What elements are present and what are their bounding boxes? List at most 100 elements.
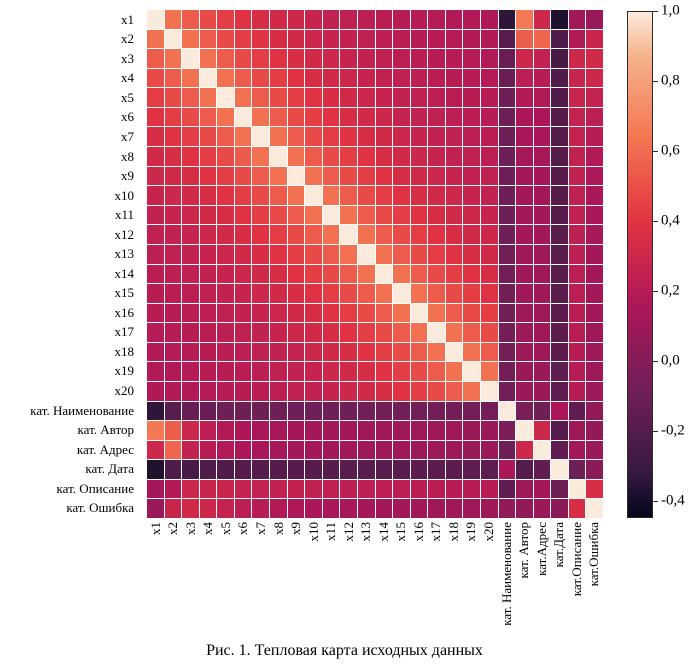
heatmap-cell xyxy=(463,10,480,29)
heatmap-cell xyxy=(305,421,322,440)
heatmap-cell xyxy=(410,440,428,460)
heatmap-cell xyxy=(357,205,375,225)
heatmap-cell xyxy=(516,342,533,362)
heatmap-cell xyxy=(480,244,498,264)
heatmap-cell xyxy=(586,460,603,479)
heatmap-cell xyxy=(393,68,410,88)
heatmap-cell xyxy=(586,68,603,88)
heatmap-cell xyxy=(516,264,533,284)
heatmap-cell xyxy=(164,127,182,147)
heatmap-cell xyxy=(199,107,217,127)
colorbar-tick-label: -0,2 xyxy=(661,422,685,439)
heatmap-cell xyxy=(463,244,480,264)
heatmap-cell xyxy=(568,323,586,342)
x-tick-label-text: x10 xyxy=(305,522,321,542)
heatmap-cell xyxy=(164,401,182,421)
heatmap-cell xyxy=(164,440,182,460)
heatmap-cell xyxy=(252,284,270,303)
heatmap-cell xyxy=(568,205,586,225)
x-tick-label: x11 xyxy=(322,522,340,650)
heatmap-cell xyxy=(322,362,340,381)
heatmap-cell xyxy=(586,479,603,499)
heatmap-cell xyxy=(445,29,463,49)
heatmap-cell xyxy=(480,147,498,166)
heatmap-cell xyxy=(551,479,568,499)
heatmap-cell xyxy=(498,342,516,362)
heatmap-cell xyxy=(199,303,217,323)
heatmap-cell xyxy=(375,401,393,421)
x-tick-label: x16 xyxy=(410,522,428,650)
heatmap-cell xyxy=(340,147,357,166)
heatmap-cell xyxy=(147,342,164,362)
heatmap-cell xyxy=(480,68,498,88)
heatmap-cell xyxy=(533,205,551,225)
y-tick-label: x16 xyxy=(114,304,135,320)
heatmap-cell xyxy=(428,205,445,225)
x-tick-label: x6 xyxy=(235,522,253,650)
heatmap-cell xyxy=(463,479,480,499)
heatmap-cell xyxy=(270,499,287,518)
heatmap-cell xyxy=(516,460,533,479)
heatmap-cell xyxy=(551,29,568,49)
heatmap-cell xyxy=(182,303,199,323)
heatmap-cell xyxy=(305,147,322,166)
heatmap-cell xyxy=(586,421,603,440)
heatmap-cell xyxy=(217,225,234,244)
x-tick-label: кат. Наименование xyxy=(498,522,516,650)
heatmap-cell xyxy=(234,29,252,49)
heatmap-cell xyxy=(498,107,516,127)
heatmap-cell xyxy=(182,460,199,479)
heatmap-cell xyxy=(375,342,393,362)
heatmap-cell xyxy=(393,401,410,421)
heatmap-cell xyxy=(217,381,234,401)
heatmap-cell xyxy=(252,147,270,166)
heatmap-cell xyxy=(428,147,445,166)
heatmap-cell xyxy=(445,460,463,479)
heatmap-cell xyxy=(428,421,445,440)
heatmap-cell xyxy=(410,127,428,147)
heatmap-cell xyxy=(340,323,357,342)
heatmap-cell xyxy=(270,49,287,68)
heatmap-cell xyxy=(393,147,410,166)
x-tick-label: x7 xyxy=(252,522,270,650)
heatmap-cell xyxy=(305,323,322,342)
heatmap-cell xyxy=(270,440,287,460)
heatmap-cell xyxy=(199,186,217,205)
heatmap-cell xyxy=(428,29,445,49)
heatmap-cell xyxy=(182,362,199,381)
heatmap-cell xyxy=(322,49,340,68)
heatmap-cell xyxy=(147,107,164,127)
heatmap-cell xyxy=(234,362,252,381)
heatmap-cell xyxy=(357,244,375,264)
heatmap-cell xyxy=(234,499,252,518)
heatmap-cell xyxy=(147,264,164,284)
heatmap-cell xyxy=(270,362,287,381)
heatmap-cell xyxy=(357,284,375,303)
heatmap-cell xyxy=(340,284,357,303)
heatmap-cell xyxy=(322,10,340,29)
heatmap-cell xyxy=(287,479,305,499)
heatmap-cell xyxy=(586,225,603,244)
heatmap-cell xyxy=(252,460,270,479)
heatmap-cell xyxy=(199,127,217,147)
heatmap-cell xyxy=(199,323,217,342)
heatmap-cell xyxy=(516,421,533,440)
heatmap-cell xyxy=(463,460,480,479)
heatmap-cell xyxy=(568,88,586,107)
heatmap-cell xyxy=(340,421,357,440)
heatmap-cell xyxy=(480,10,498,29)
heatmap-cell xyxy=(533,479,551,499)
heatmap-cell xyxy=(498,264,516,284)
heatmap-cell xyxy=(287,421,305,440)
heatmap-cell xyxy=(147,186,164,205)
heatmap-cell xyxy=(375,303,393,323)
y-tick-label: кат. Ошибка xyxy=(66,500,134,516)
heatmap-cell xyxy=(568,421,586,440)
heatmap-cell xyxy=(586,342,603,362)
heatmap-cell xyxy=(322,88,340,107)
heatmap-cell xyxy=(217,10,234,29)
heatmap-cell xyxy=(217,205,234,225)
x-tick-label: x4 xyxy=(200,522,218,650)
heatmap-cell xyxy=(586,127,603,147)
heatmap-cell xyxy=(445,284,463,303)
